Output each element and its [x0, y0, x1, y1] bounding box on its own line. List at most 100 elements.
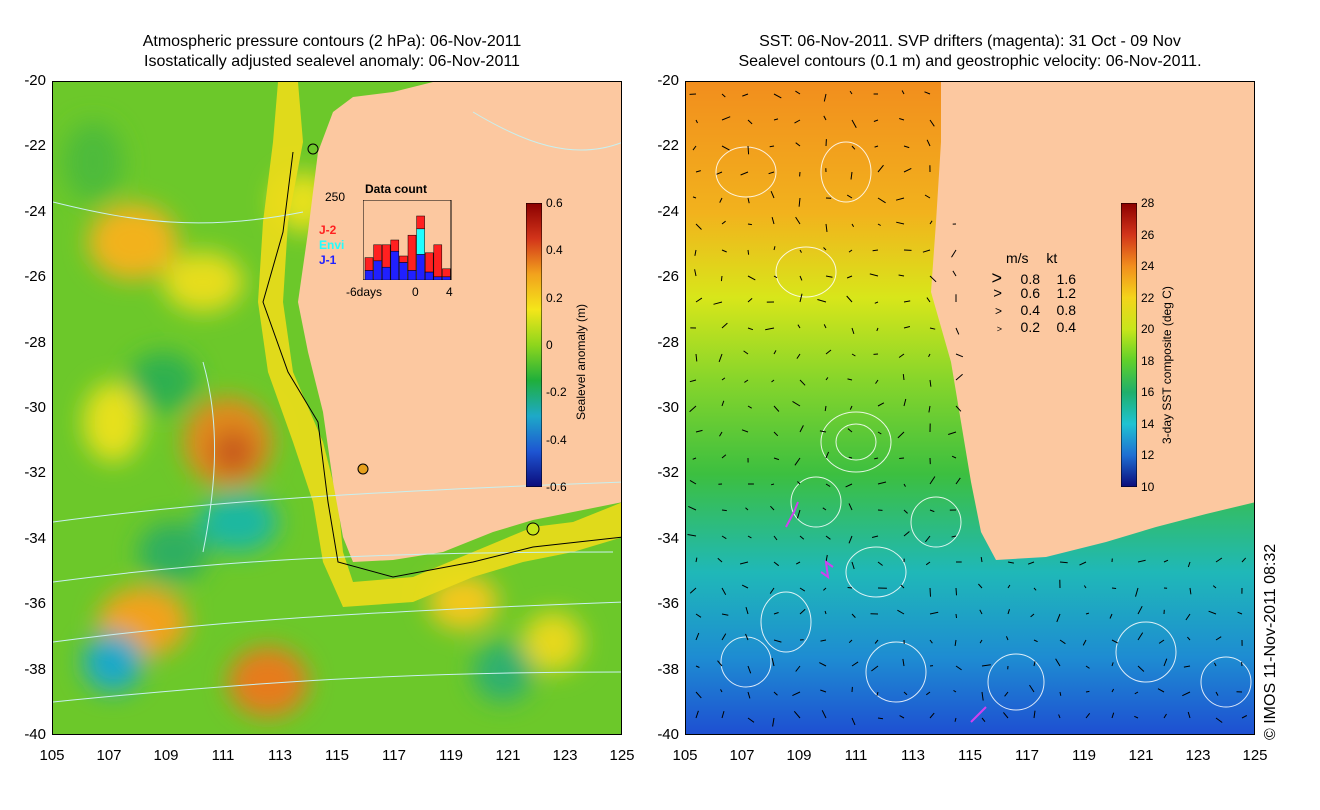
colorbar-tick-label: 22: [1141, 290, 1155, 305]
data-count-bar: [424, 271, 434, 280]
data-count-bar: [381, 244, 391, 268]
data-count-bar: [381, 266, 391, 280]
land-western-australia: [931, 82, 1254, 560]
velocity-arrow-icon: >: [994, 304, 1002, 318]
right-title-line1: SST: 06-Nov-2011. SVP drifters (magenta)…: [759, 33, 1181, 50]
sst-map[interactable]: m/s kt >0.8 1.6 >0.6 1.2 >0.4 0.8 >0.2 0.4: [685, 81, 1255, 735]
data-count-bar: [442, 268, 451, 278]
data-count-chart: [363, 200, 452, 280]
data-count-bar: [424, 252, 434, 273]
right-title-line2: Sealevel contours (0.1 m) and geostrophi…: [738, 53, 1202, 70]
y-tick-label: -34: [657, 529, 679, 547]
velocity-arrow-icon: >: [996, 324, 1002, 334]
data-count-bar: [364, 270, 374, 280]
colorbar-tick-label: -0.6: [546, 480, 567, 494]
data-count-bar: [399, 255, 408, 263]
y-tick-label: -22: [24, 137, 46, 155]
satellite-label: Envi: [319, 238, 345, 252]
left-colorbar: [526, 203, 542, 487]
tide-gauge-marker[interactable]: [357, 463, 369, 475]
x-tick-label: 121: [1128, 747, 1154, 764]
colorbar-tick-label: -0.4: [546, 432, 567, 447]
colorbar-tick-label: 16: [1141, 385, 1155, 400]
velocity-arrow-icon: >: [993, 285, 1002, 302]
y-tick-label: -24: [657, 202, 679, 220]
legend-kt-value: 1.6: [1056, 271, 1076, 287]
x-tick-label: 113: [901, 747, 925, 764]
inset-title: Data count: [365, 182, 428, 196]
legend-kt-value: 0.8: [1056, 302, 1076, 318]
y-tick-label: -32: [657, 464, 679, 482]
x-tick-label: 117: [1015, 747, 1039, 764]
velocity-arrow-icon: >: [991, 268, 1002, 288]
left-colorbar-label: Sealevel anomaly (m): [574, 303, 588, 420]
left-title: Atmospheric pressure contours (2 hPa): 0…: [52, 32, 612, 72]
legend-ms-value: 0.8: [1020, 271, 1040, 287]
data-count-bar: [416, 228, 425, 255]
legend-header-ms: m/s: [1006, 250, 1029, 266]
colorbar-tick-label: 0: [546, 338, 553, 352]
colorbar-tick-label: 18: [1141, 353, 1155, 368]
left-title-line2: Isostatically adjusted sealevel anomaly:…: [144, 53, 520, 70]
data-count-bar: [364, 257, 374, 271]
data-count-bar: [373, 260, 382, 280]
x-tick-label: 105: [672, 747, 698, 764]
y-tick-label: -40: [657, 726, 679, 743]
colorbar-tick-label: -0.2: [546, 385, 567, 400]
colorbar-tick-label: 28: [1141, 196, 1155, 210]
y-tick-label: -28: [657, 333, 679, 351]
colorbar-tick-label: 0.6: [546, 196, 563, 210]
y-tick-label: -34: [24, 529, 46, 547]
sealevel-anomaly-graphic: [53, 82, 621, 734]
colorbar-tick-label: 24: [1141, 259, 1155, 274]
data-count-bar: [433, 244, 443, 278]
tide-gauge-marker[interactable]: [526, 522, 540, 536]
velocity-legend-row: >0.2 0.4: [982, 319, 1076, 335]
inset-x-tick: -6days: [346, 285, 383, 299]
data-count-bar: [407, 234, 417, 271]
data-count-bar: [442, 276, 451, 280]
satellite-label: J-2: [319, 223, 337, 237]
legend-kt-value: 0.4: [1056, 319, 1076, 335]
svp-drifter-tracks: [785, 501, 987, 723]
copyright-stamp: © IMOS 11-Nov-2011 08:32: [1262, 543, 1279, 740]
x-tick-label: 109: [153, 747, 179, 764]
y-tick-label: -40: [24, 726, 46, 743]
y-tick-label: -36: [24, 595, 46, 613]
velocity-legend-header: m/s kt: [1006, 250, 1057, 266]
y-tick-label: -20: [24, 72, 46, 89]
left-title-line1: Atmospheric pressure contours (2 hPa): 0…: [142, 33, 522, 50]
data-count-bar: [390, 250, 400, 280]
data-count-bar: [390, 239, 400, 252]
inset-x-tick: 4: [446, 285, 453, 299]
velocity-legend-row: >0.6 1.2: [982, 285, 1076, 302]
x-tick-label: 119: [439, 747, 463, 764]
data-count-bar: [399, 262, 408, 280]
sealevel-anomaly-map[interactable]: Data count 250 J-2 Envi J-1 -6days 0 4: [52, 81, 622, 735]
colorbar-tick-label: 10: [1141, 480, 1155, 494]
y-tick-label: -36: [657, 595, 679, 613]
x-tick-label: 125: [609, 747, 635, 764]
right-colorbar-label: 3-day SST composite (deg C): [1160, 286, 1174, 444]
x-tick-label: 109: [786, 747, 812, 764]
inset-x-tick: 0: [412, 285, 419, 299]
y-tick-label: -30: [657, 399, 679, 416]
tide-gauge-marker[interactable]: [307, 143, 319, 155]
colorbar-tick-label: 0.2: [546, 290, 563, 305]
y-tick-label: -22: [657, 137, 679, 155]
x-tick-label: 115: [325, 747, 349, 764]
y-tick-label: -26: [657, 268, 679, 286]
colorbar-tick-label: 20: [1141, 322, 1155, 337]
satellite-label: J-1: [319, 253, 337, 267]
data-count-bar: [416, 215, 425, 230]
y-tick-label: -24: [24, 202, 46, 220]
y-tick-label: -26: [24, 268, 46, 286]
x-tick-label: 111: [211, 747, 235, 764]
data-count-bar: [407, 270, 417, 280]
legend-header-kt: kt: [1046, 250, 1058, 266]
x-tick-label: 107: [96, 747, 122, 764]
y-tick-label: -38: [657, 660, 679, 678]
data-count-bar: [416, 254, 425, 280]
x-tick-label: 123: [1185, 747, 1211, 764]
colorbar-tick-label: 12: [1141, 448, 1155, 463]
